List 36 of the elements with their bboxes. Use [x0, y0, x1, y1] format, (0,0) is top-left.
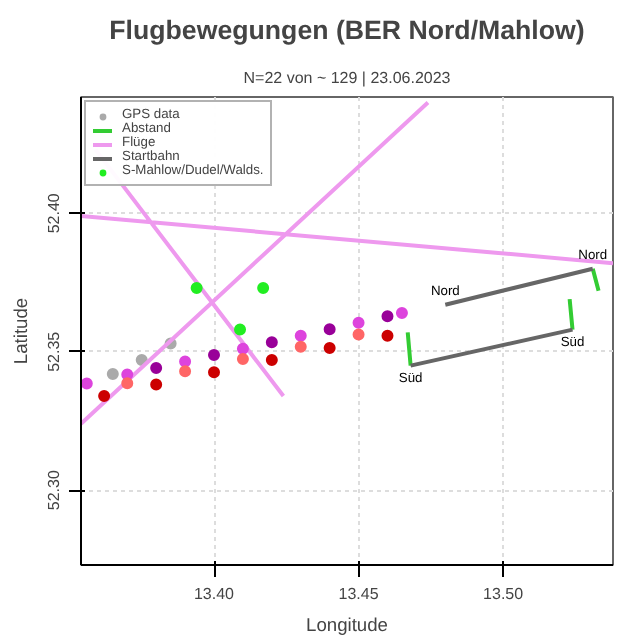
- x-tick-label: 13.45: [338, 585, 380, 603]
- point: [81, 377, 93, 390]
- point: [106, 367, 119, 380]
- chart-subtitle: N=22 von ~ 129 | 23.06.2023: [243, 69, 452, 87]
- point: [98, 390, 111, 403]
- point: [121, 377, 134, 390]
- point: [236, 342, 249, 355]
- point: [150, 362, 163, 375]
- point: [179, 365, 192, 378]
- y-tick-label: 52.35: [45, 330, 63, 372]
- x-axis-title: Longitude: [306, 615, 388, 635]
- y-tick-label: 52.30: [45, 469, 63, 511]
- point: [257, 282, 270, 295]
- point: [352, 328, 365, 341]
- point: [234, 323, 247, 336]
- point: [179, 355, 192, 368]
- point: [323, 341, 336, 354]
- point: [352, 316, 365, 329]
- chart-title: Flugbewegungen (BER Nord/Mahlow): [109, 15, 585, 45]
- x-tick-label: 13.50: [483, 585, 525, 603]
- y-tick-label: 52.40: [45, 192, 63, 234]
- point: [381, 310, 394, 323]
- point: [208, 349, 220, 362]
- y-axis-title: Latitude: [11, 297, 31, 365]
- point: [208, 366, 220, 379]
- point: [150, 378, 163, 391]
- x-tick-label: 13.40: [193, 585, 236, 603]
- point: [265, 336, 278, 349]
- point: [381, 329, 394, 342]
- point: [265, 354, 278, 367]
- point: [323, 323, 336, 336]
- point: [294, 340, 307, 353]
- point: [190, 282, 203, 295]
- point: [395, 307, 408, 319]
- point: [294, 329, 307, 342]
- point: [236, 352, 249, 365]
